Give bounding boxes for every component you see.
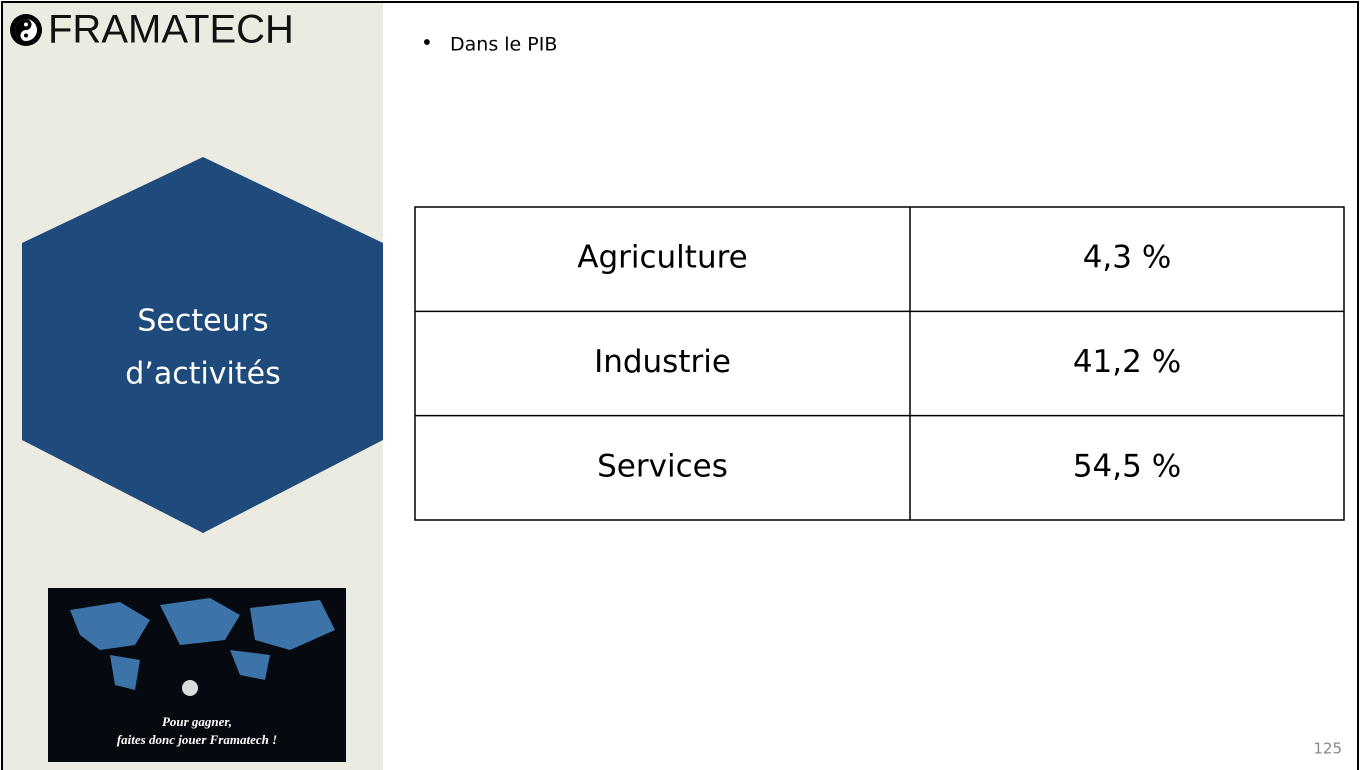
image-caption: faites donc jouer Framatech ! [117,732,277,747]
bullet-text: Dans le PIB [450,34,557,56]
table: Agriculture 4,3 % Industrie 41,2 % Services 5… [414,206,1345,521]
sidebar-title: Secteurs [137,304,268,339]
sector-share: 41,2 % [1073,344,1181,380]
sector-share: 4,3 % [1083,240,1172,276]
table-frame [414,206,1345,521]
sector-name: Services [597,448,728,484]
logo-icon [10,14,42,46]
bullet-marker: • [421,31,433,55]
hexagon [22,157,383,533]
sidebar-title: d’activités [125,357,281,392]
logo-text: FRAMATECH [48,8,294,52]
page-number: 125 [1313,740,1342,758]
image-caption: Pour gagner, [162,714,232,729]
sector-share: 54,5 % [1073,448,1181,484]
sector-name: Industrie [594,344,731,380]
sector-name: Agriculture [577,240,748,276]
promo-image: Pour gagner, faites donc jouer Framatech… [48,588,346,762]
